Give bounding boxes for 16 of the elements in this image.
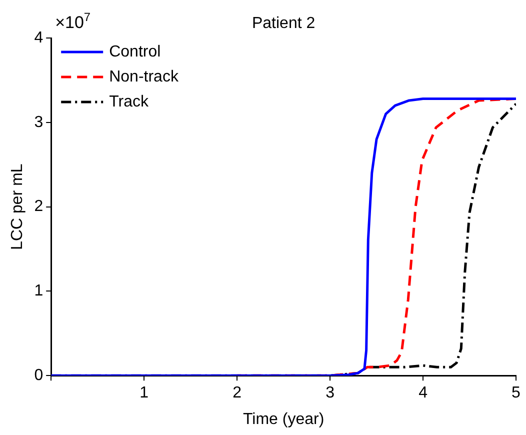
legend-label: Track [109,93,150,110]
legend-label: Non-track [109,68,180,86]
x-axis-title: Time (year) [242,410,324,428]
y-axis-title: LCC per mL [9,164,26,250]
x-tick-label: 4 [418,384,428,402]
chart-title: Patient 2 [252,15,316,32]
y-tick-label: 1 [34,282,44,300]
y-tick-label: 2 [34,198,44,216]
x-tick-label: 3 [326,384,335,402]
x-tick-label: 2 [232,384,242,402]
y-tick-label: 3 [34,114,44,131]
legend-label: Control [109,43,161,60]
y-tick-label: 4 [34,29,44,46]
y-tick-label: 0 [34,367,44,384]
x-tick-label: 5 [512,384,521,402]
x-tick-label: 1 [140,384,149,402]
